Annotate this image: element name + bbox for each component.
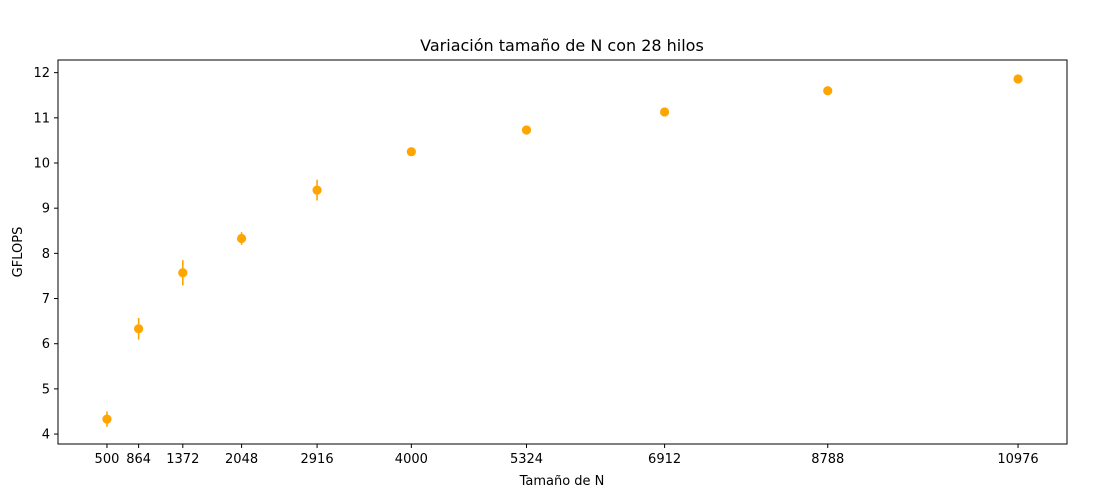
y-tick-label: 7 bbox=[42, 292, 50, 307]
y-axis: 4 5 6 7 8 9 10 11 12 bbox=[33, 66, 58, 443]
x-tick-label: 6912 bbox=[648, 452, 681, 467]
x-axis-label: Tamaño de N bbox=[519, 474, 605, 489]
y-tick-label: 12 bbox=[33, 66, 50, 81]
x-tick-label: 864 bbox=[126, 452, 151, 467]
data-point bbox=[406, 147, 416, 157]
y-tick-label: 4 bbox=[42, 428, 50, 443]
data-points bbox=[102, 74, 1023, 427]
data-point bbox=[1013, 74, 1023, 84]
data-point bbox=[236, 233, 247, 244]
y-tick-label: 10 bbox=[33, 157, 50, 172]
x-tick-label: 2916 bbox=[301, 452, 334, 467]
x-tick-label: 2048 bbox=[225, 452, 258, 467]
x-tick-label: 10976 bbox=[997, 452, 1038, 467]
x-tick-label: 500 bbox=[95, 452, 120, 467]
plot-frame bbox=[57, 59, 1068, 445]
y-tick-label: 8 bbox=[42, 247, 50, 262]
x-axis: 500 864 1372 2048 2916 4000 5324 6912 8788 10976 bbox=[95, 444, 1039, 467]
data-point bbox=[521, 125, 532, 135]
y-tick-label: 11 bbox=[33, 111, 50, 126]
data-point bbox=[312, 185, 322, 195]
x-tick-label: 1372 bbox=[166, 452, 199, 467]
chart-title: Variación tamaño de N con 28 hilos bbox=[420, 36, 704, 55]
y-tick-label: 6 bbox=[42, 337, 50, 352]
y-tick-label: 9 bbox=[42, 202, 50, 217]
x-tick-label: 8788 bbox=[811, 452, 844, 467]
x-tick-label: 4000 bbox=[395, 452, 428, 467]
data-point bbox=[134, 324, 144, 334]
data-point bbox=[102, 414, 112, 424]
y-axis-label: GFLOPS bbox=[11, 227, 26, 278]
data-point bbox=[660, 107, 670, 117]
y-tick-label: 5 bbox=[42, 382, 50, 397]
data-point bbox=[823, 86, 833, 96]
data-point bbox=[178, 268, 188, 278]
x-tick-label: 5324 bbox=[510, 452, 543, 467]
